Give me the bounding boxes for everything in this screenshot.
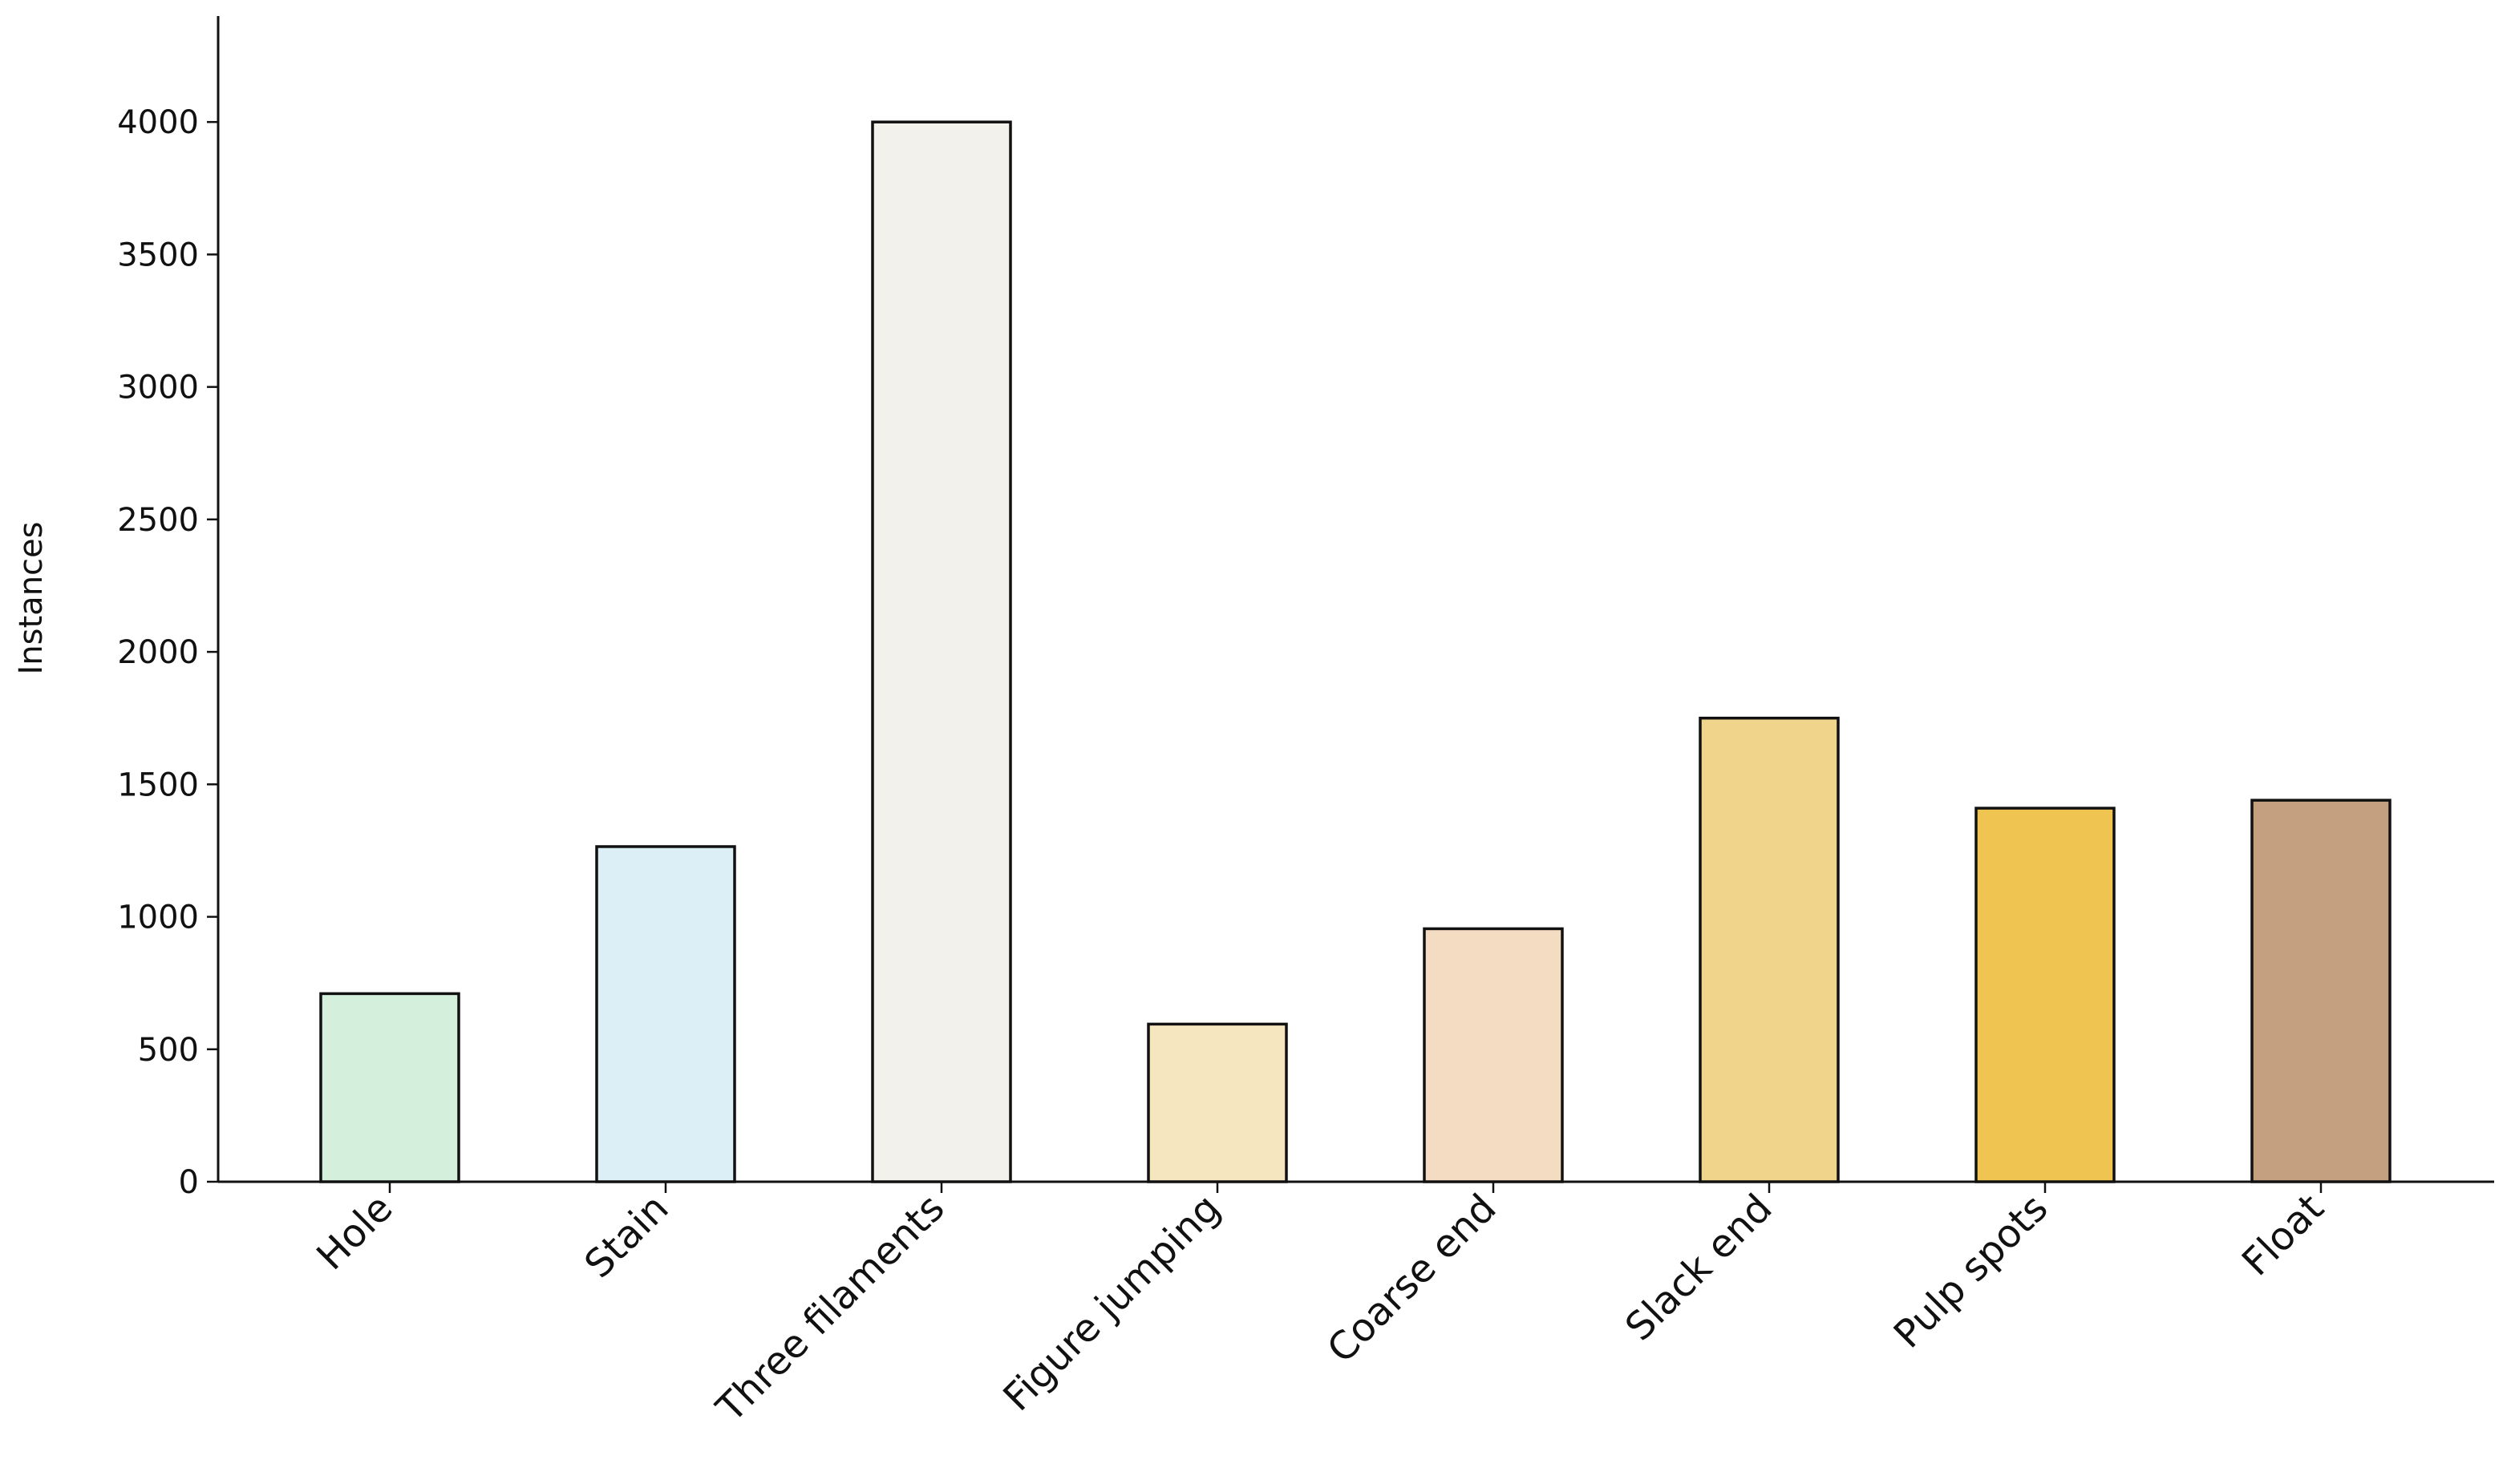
y-tick-label: 3000 [117, 370, 199, 406]
y-tick-label: 2500 [117, 502, 199, 539]
bar [595, 845, 736, 1183]
x-tick-label: Float [2234, 1186, 2332, 1284]
bar [1974, 807, 2116, 1183]
x-tick-label: Three filaments [707, 1186, 953, 1431]
bar [319, 992, 460, 1183]
y-tick-label: 3500 [117, 237, 199, 273]
bar [1699, 716, 1840, 1183]
bar [1147, 1022, 1288, 1183]
x-tick-label: Stain [576, 1186, 677, 1287]
y-tick-label: 0 [179, 1164, 199, 1201]
x-tick-label: Figure jumping [994, 1186, 1229, 1420]
bar [2250, 799, 2392, 1183]
y-tick-label: 2000 [117, 634, 199, 671]
y-axis-label: Instances [13, 522, 50, 675]
y-tick-label: 1500 [117, 766, 199, 803]
bar [1423, 927, 1564, 1183]
x-tick-label: Hole [308, 1186, 401, 1279]
y-tick-label: 500 [138, 1032, 199, 1069]
x-tick-label: Pulp spots [1885, 1186, 2057, 1357]
y-tick-label: 4000 [117, 104, 199, 141]
bar [871, 120, 1012, 1183]
y-tick-label: 1000 [117, 900, 199, 936]
x-tick-label: Coarse end [1318, 1186, 1505, 1372]
x-tick-label: Slack end [1617, 1186, 1780, 1349]
